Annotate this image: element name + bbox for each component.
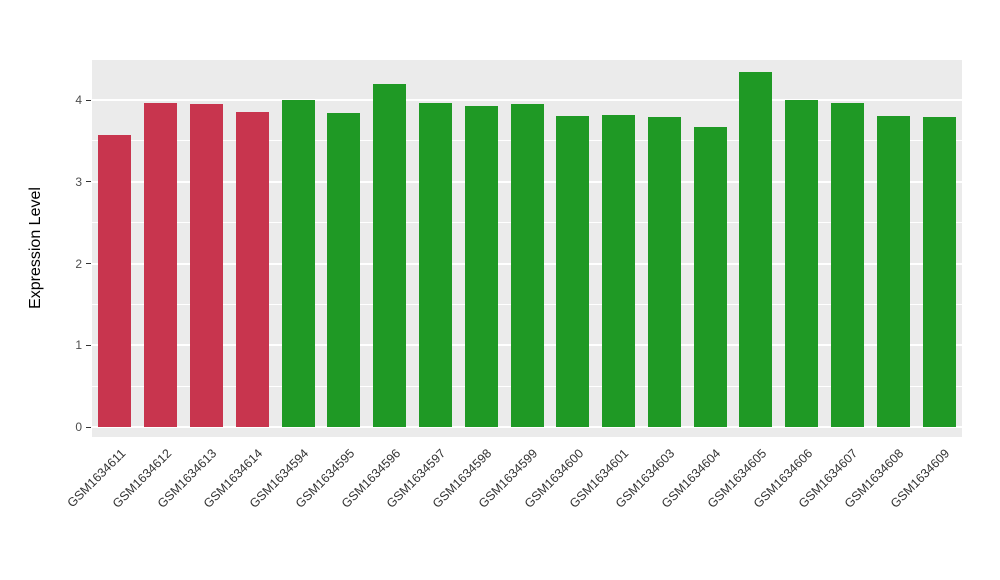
bar-GSM1634599 bbox=[510, 104, 544, 427]
y-tick-mark bbox=[86, 344, 91, 346]
y-tick-label: 3 bbox=[75, 174, 82, 189]
y-tick-mark bbox=[86, 99, 91, 101]
bar-GSM1634614 bbox=[235, 112, 269, 427]
bar-GSM1634612 bbox=[144, 103, 178, 427]
bar-GSM1634611 bbox=[98, 135, 132, 427]
bar-GSM1634595 bbox=[327, 113, 361, 427]
bar-GSM1634608 bbox=[876, 116, 910, 427]
bar-GSM1634596 bbox=[373, 83, 407, 427]
gridline-major bbox=[92, 99, 962, 101]
y-tick-label: 4 bbox=[75, 93, 82, 107]
y-tick-label: 2 bbox=[75, 256, 82, 271]
bar-GSM1634603 bbox=[647, 117, 681, 427]
bar-GSM1634613 bbox=[189, 104, 223, 427]
bar-GSM1634594 bbox=[281, 100, 315, 427]
bar-GSM1634601 bbox=[602, 114, 636, 427]
bar-GSM1634600 bbox=[556, 116, 590, 427]
bar-GSM1634606 bbox=[785, 100, 819, 427]
bar-GSM1634598 bbox=[464, 105, 498, 427]
bar-GSM1634597 bbox=[418, 103, 452, 427]
y-tick-mark bbox=[86, 181, 91, 183]
bar-GSM1634604 bbox=[693, 126, 727, 427]
y-tick-mark bbox=[86, 426, 91, 428]
gridline-major bbox=[92, 426, 962, 428]
y-axis-title: Expression Level bbox=[27, 187, 44, 309]
plot-panel bbox=[92, 60, 962, 437]
bar-GSM1634607 bbox=[831, 103, 865, 427]
bar-GSM1634605 bbox=[739, 72, 773, 427]
y-tick-label: 0 bbox=[75, 420, 82, 434]
y-tick-label: 1 bbox=[75, 338, 82, 353]
y-tick-mark bbox=[86, 263, 91, 264]
bar-GSM1634609 bbox=[922, 117, 956, 427]
